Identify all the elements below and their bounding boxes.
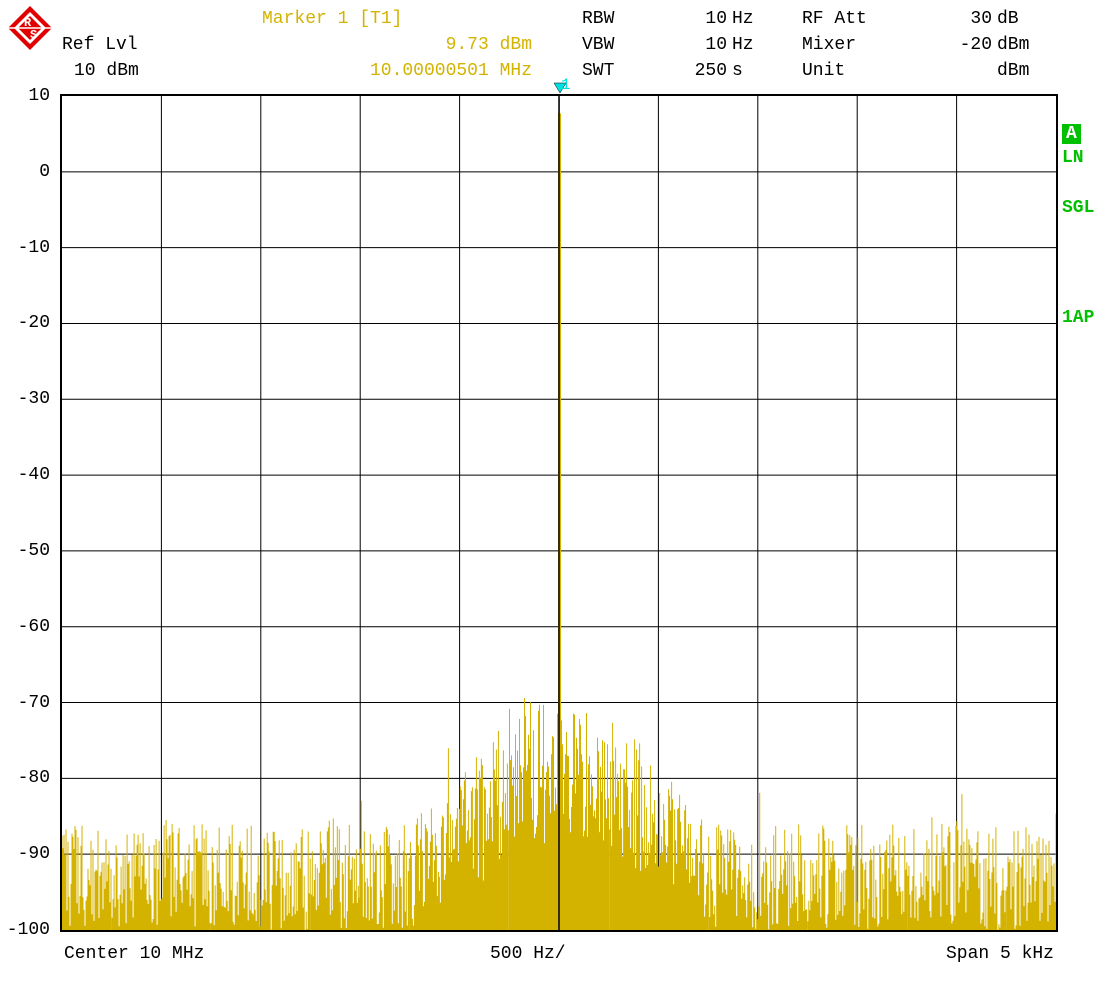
- reflvl-value: 10 dBm: [74, 61, 139, 81]
- y-tick-label: -60: [18, 617, 50, 637]
- swt-unit: s: [732, 61, 743, 81]
- unit-unit: dBm: [997, 61, 1029, 81]
- unit-label: Unit: [802, 61, 845, 81]
- plot-svg: [62, 96, 1056, 930]
- header: Marker 1 [T1] RBW 10 Hz RF Att 30 dB Ref…: [62, 6, 1110, 86]
- mixer-value: -20: [942, 35, 992, 55]
- swt-value: 250: [672, 61, 727, 81]
- vbw-value: 10: [672, 35, 727, 55]
- mixer-unit: dBm: [997, 35, 1029, 55]
- reflvl-label: Ref Lvl: [62, 35, 138, 55]
- marker-indicator-icon: 1: [553, 80, 567, 100]
- marker-freq: 10.00000501 MHz: [362, 61, 532, 81]
- rfatt-value: 30: [942, 9, 992, 29]
- rfatt-unit: dB: [997, 9, 1019, 29]
- y-tick-label: -10: [18, 238, 50, 258]
- vbw-label: VBW: [582, 35, 614, 55]
- swt-label: SWT: [582, 61, 614, 81]
- footer: Center 10 MHz 500 Hz/ Span 5 kHz: [60, 944, 1058, 974]
- vbw-unit: Hz: [732, 35, 754, 55]
- side-labels: A LN SGL 1AP: [1062, 94, 1118, 328]
- mixer-label: Mixer: [802, 35, 856, 55]
- y-tick-label: -80: [18, 768, 50, 788]
- span: Span 5 kHz: [946, 944, 1054, 964]
- y-tick-label: -100: [7, 920, 50, 940]
- y-tick-label: -40: [18, 465, 50, 485]
- rfatt-label: RF Att: [802, 9, 867, 29]
- ln-label: LN: [1062, 148, 1118, 168]
- ap-label: 1AP: [1062, 308, 1118, 328]
- y-tick-label: 10: [28, 86, 50, 106]
- sgl-label: SGL: [1062, 198, 1118, 218]
- y-tick-label: -90: [18, 844, 50, 864]
- spectrum-plot: [60, 94, 1058, 932]
- rs-logo-icon: R S: [6, 4, 54, 52]
- per-div: 500 Hz/: [490, 944, 566, 964]
- rbw-value: 10: [672, 9, 727, 29]
- y-tick-label: -70: [18, 693, 50, 713]
- svg-text:S: S: [30, 28, 37, 42]
- rbw-label: RBW: [582, 9, 614, 29]
- trace-a-badge: A: [1062, 124, 1081, 144]
- marker-label: Marker 1 [T1]: [262, 9, 512, 29]
- y-tick-label: -30: [18, 389, 50, 409]
- y-tick-label: -50: [18, 541, 50, 561]
- y-tick-label: -20: [18, 313, 50, 333]
- center-freq: Center 10 MHz: [64, 944, 204, 964]
- marker-value: 9.73 dBm: [362, 35, 532, 55]
- rbw-unit: Hz: [732, 9, 754, 29]
- y-axis-labels: 100-10-20-30-40-50-60-70-80-90-100: [0, 94, 56, 932]
- y-tick-label: 0: [39, 162, 50, 182]
